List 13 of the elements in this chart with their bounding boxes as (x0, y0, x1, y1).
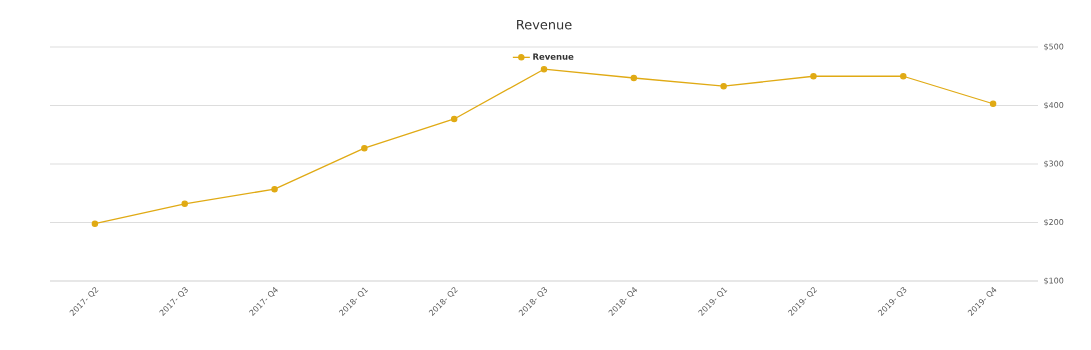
point (989, 100, 997, 107)
point (540, 65, 548, 73)
legend-label: Revenue (533, 53, 574, 60)
point (630, 74, 638, 82)
point (271, 185, 278, 193)
point (181, 200, 188, 208)
point (361, 144, 368, 152)
point (900, 73, 907, 80)
chart-title: Revenue (517, 19, 572, 30)
point (720, 82, 727, 90)
point (450, 115, 458, 123)
point (810, 73, 817, 80)
point (91, 220, 99, 227)
